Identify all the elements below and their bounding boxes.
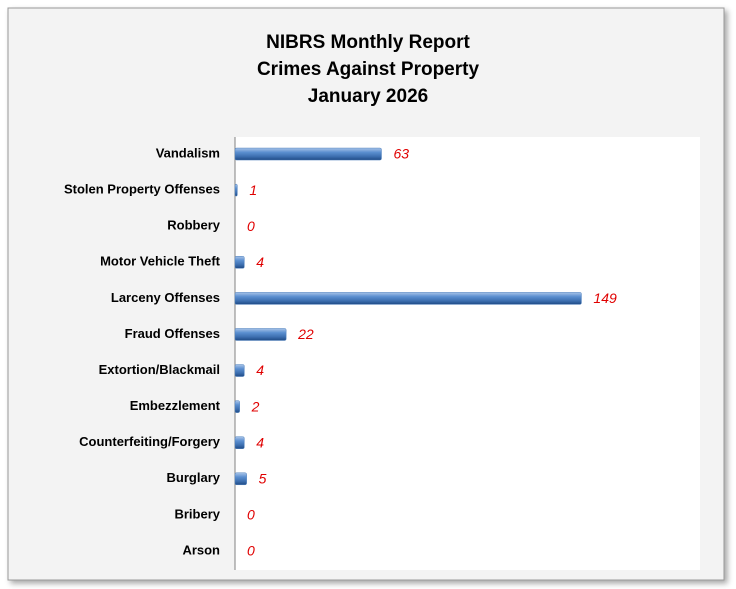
y-tick-label: Counterfeiting/Forgery [79,434,221,449]
bar [234,400,240,413]
bar [234,364,245,377]
value-label: 4 [256,434,264,450]
chart-title: NIBRS Monthly Report [266,32,470,53]
value-label: 0 [247,218,255,234]
value-label: 4 [256,254,264,270]
bar [234,147,382,161]
bar [234,256,245,269]
y-tick-label: Embezzlement [130,398,221,413]
value-label: 4 [256,362,264,378]
bar [234,472,247,486]
value-label: 63 [393,146,409,162]
bar [234,183,238,197]
value-label: 1 [249,182,257,198]
value-label: 149 [593,290,617,306]
y-tick-label: Vandalism [156,145,220,160]
value-label: 0 [247,543,255,559]
bar [234,292,582,305]
bar [234,328,287,341]
y-tick-label: Robbery [167,218,221,233]
y-tick-label: Motor Vehicle Theft [100,254,221,269]
y-tick-label: Fraud Offenses [125,326,220,341]
value-label: 0 [247,507,255,523]
value-label: 5 [259,470,267,486]
title-group: NIBRS Monthly Report Crimes Against Prop… [257,32,480,107]
chart-title: Crimes Against Property [257,59,480,80]
y-tick-label: Arson [182,542,220,557]
bar [234,436,245,449]
y-tick-label: Extortion/Blackmail [99,362,220,377]
y-tick-label: Burglary [167,470,221,485]
y-tick-label: Stolen Property Offenses [64,182,220,197]
plot-area [235,137,700,570]
chart-title: January 2026 [308,86,428,107]
value-label: 2 [251,398,260,414]
y-tick-label: Larceny Offenses [111,290,220,305]
value-label: 22 [297,326,314,342]
y-tick-label: Bribery [174,506,220,521]
